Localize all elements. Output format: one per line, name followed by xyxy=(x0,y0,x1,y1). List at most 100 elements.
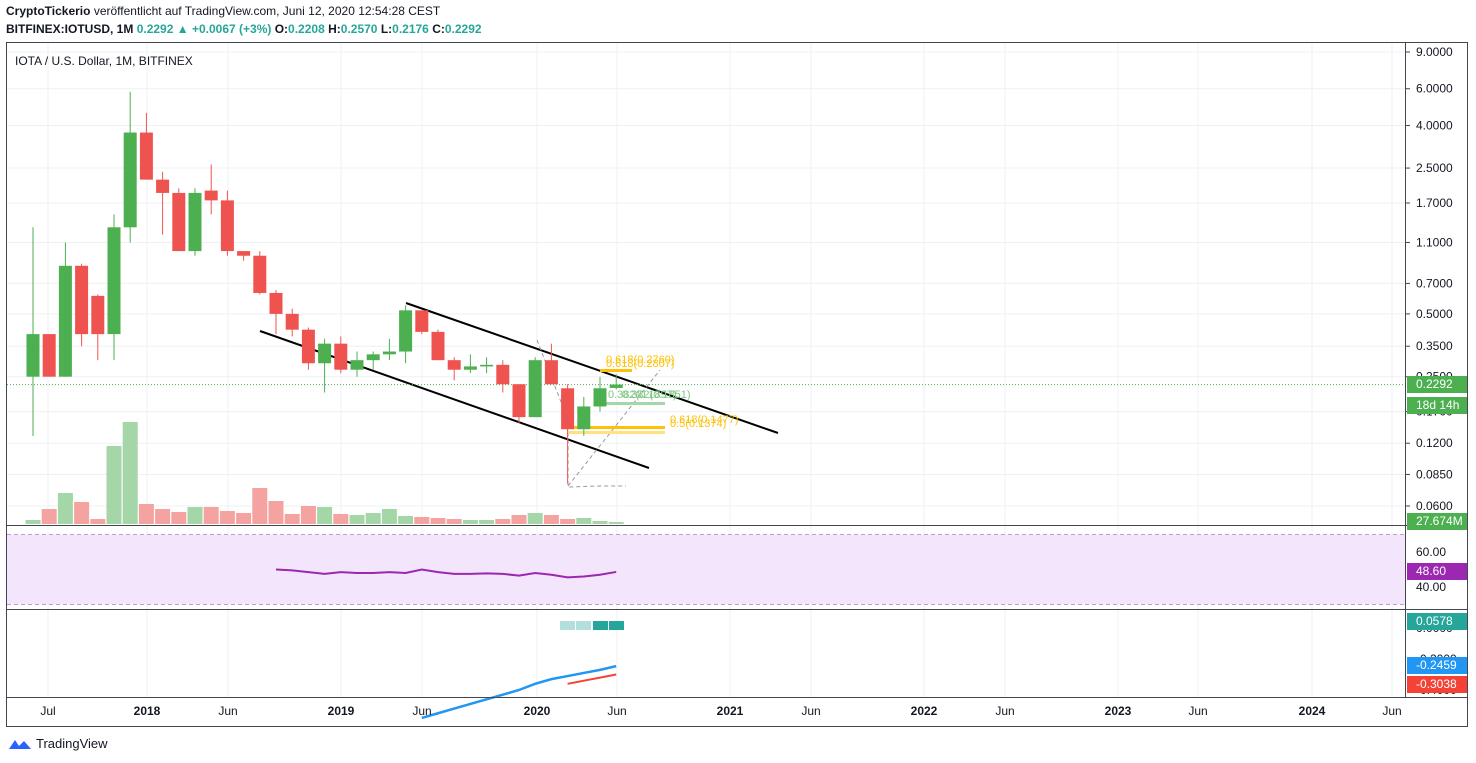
fib-label: 0.618(0.1477) xyxy=(670,414,739,426)
brand-text: TradingView xyxy=(36,736,108,751)
volume-bar xyxy=(333,514,349,524)
volume-bars xyxy=(25,422,624,524)
volume-bar xyxy=(284,514,300,524)
x-tick-label: 2022 xyxy=(911,704,938,718)
trend-drawings: 0.618(0.2807)0.618(0.2760)0.382(0.1897)0… xyxy=(7,302,1405,488)
candle-body xyxy=(528,360,542,418)
volume-bar xyxy=(187,507,203,524)
fib-bar xyxy=(568,426,665,429)
volume-bar xyxy=(349,515,365,524)
rsi-badge-text: 48.60 xyxy=(1416,564,1446,578)
candle-body xyxy=(318,343,332,364)
candle-body xyxy=(480,364,494,367)
candle-body xyxy=(382,351,396,355)
candle-body xyxy=(26,334,40,377)
y-tick-label: 0.0600 xyxy=(1416,499,1453,513)
rsi-tick-label: 40.00 xyxy=(1416,580,1446,594)
osc-blue-badge xyxy=(1407,657,1467,674)
y-tick-label: 0.1200 xyxy=(1416,436,1453,450)
x-tick-label: 2021 xyxy=(717,704,744,718)
osc-histogram-bar xyxy=(576,621,591,630)
candle-body xyxy=(463,366,477,370)
volume-bar xyxy=(57,493,73,524)
candles xyxy=(26,91,623,484)
y-tick-label: 0.5000 xyxy=(1416,307,1453,321)
x-tick-label: Jun xyxy=(218,704,237,718)
fib-label: 0.618(0.2807) xyxy=(606,358,675,370)
y-tick-label: 6.0000 xyxy=(1416,82,1453,96)
volume-bar xyxy=(219,511,235,524)
candle-body xyxy=(415,310,429,332)
tradingview-logo[interactable]: TradingView xyxy=(8,736,108,751)
fib-bar xyxy=(600,369,632,372)
fib-label: 0.382(0.1897) xyxy=(608,389,677,401)
x-tick-label: Jul xyxy=(40,704,55,718)
channel-upper-line xyxy=(405,302,779,434)
x-tick-label: 2019 xyxy=(328,704,355,718)
publish-info: CryptoTickerio veröffentlicht auf Tradin… xyxy=(6,4,440,18)
chart-title: IOTA / U.S. Dollar, 1M, BITFINEX xyxy=(15,54,193,68)
fib-label: 0.5(0.1374) xyxy=(670,418,726,430)
indicators xyxy=(275,568,624,720)
candle-body xyxy=(577,406,591,430)
candle-body xyxy=(350,360,364,370)
candle-body xyxy=(172,192,186,252)
volume-bar xyxy=(300,506,316,524)
candle-body xyxy=(593,388,607,407)
rsi-panel xyxy=(7,534,1405,605)
y-tick-label: 1.7000 xyxy=(1416,196,1453,210)
osc-red-badge xyxy=(1407,676,1467,693)
x-tick-label: Jun xyxy=(1188,704,1207,718)
volume-bar xyxy=(122,422,138,524)
change-value: +0.0067 (+3%) xyxy=(191,22,272,36)
up-arrow-icon: ▲ xyxy=(176,22,189,36)
volume-bar xyxy=(138,504,154,524)
candle-body xyxy=(269,292,283,314)
candle-body xyxy=(253,255,267,293)
osc-line-blue xyxy=(421,664,617,720)
volume-bar xyxy=(74,502,90,524)
volume-bar xyxy=(543,515,559,524)
close-value: 0.2292 xyxy=(444,22,482,36)
volume-bar xyxy=(106,446,122,524)
fib-label: 0.382(0.1851) xyxy=(622,389,691,401)
volume-bar xyxy=(41,509,57,524)
price-badge xyxy=(1407,376,1467,393)
candle-body xyxy=(58,265,72,377)
y-tick-label: 1.1000 xyxy=(1416,235,1453,249)
volume-bar xyxy=(317,507,333,524)
candle-body xyxy=(447,360,461,370)
x-tick-label: Jun xyxy=(1382,704,1401,718)
candle-body xyxy=(188,192,202,252)
candle-body xyxy=(334,343,348,370)
x-tick-label: 2024 xyxy=(1299,704,1326,718)
osc-hist-badge xyxy=(1407,613,1467,630)
y-tick-label: 0.7000 xyxy=(1416,276,1453,290)
osc-histogram-bar xyxy=(593,621,608,630)
volume-bar xyxy=(381,509,397,524)
x-tick-label: 2018 xyxy=(134,704,161,718)
osc-histogram-bar xyxy=(609,621,624,630)
rsi-band xyxy=(7,534,1405,605)
volume-badge-text: 27.674M xyxy=(1416,514,1463,528)
chart-frame xyxy=(6,42,1468,727)
volume-bar xyxy=(462,520,478,524)
candle-body xyxy=(75,265,89,335)
y-tick-label: 2.5000 xyxy=(1416,161,1453,175)
x-tick-label: 2023 xyxy=(1105,704,1132,718)
volume-bar xyxy=(155,509,171,524)
candle-body xyxy=(544,360,558,385)
volume-bar xyxy=(576,518,592,524)
candle-body xyxy=(156,179,170,193)
y-tick-label: 4.0000 xyxy=(1416,118,1453,132)
low-value: 0.2176 xyxy=(392,22,429,36)
volume-bar xyxy=(252,488,268,524)
volume-bar xyxy=(203,507,219,524)
candle-body xyxy=(399,310,413,352)
candle-body xyxy=(237,251,251,256)
osc-histogram-bar xyxy=(560,621,575,630)
fib-label: 0.618(0.2760) xyxy=(606,354,675,366)
candle-body xyxy=(123,132,137,228)
volume-bar xyxy=(527,513,543,524)
